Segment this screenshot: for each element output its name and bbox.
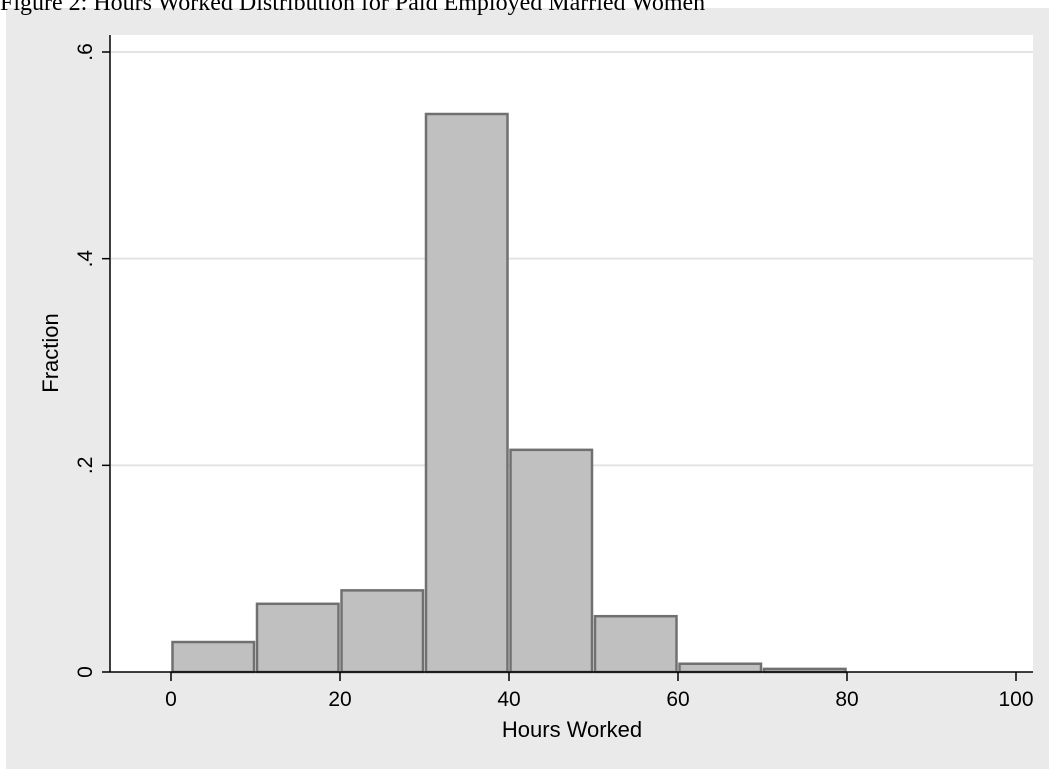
histogram-bars	[171, 112, 847, 674]
y-tick-label: .6	[74, 43, 97, 61]
x-tick-label: 20	[328, 688, 351, 711]
figure-title: Figure 2: Hours Worked Distribution for …	[0, 0, 706, 16]
x-tick-label: 80	[835, 688, 858, 711]
y-axis: 0 .2 .4 .6	[74, 35, 111, 678]
y-tick-label: .4	[74, 250, 97, 268]
histogram-bar	[593, 614, 678, 674]
y-tick-label: 0	[74, 666, 97, 678]
x-axis-title: Hours Worked	[502, 717, 642, 742]
histogram-bar	[171, 640, 256, 674]
histogram-bar	[255, 602, 340, 674]
y-axis-title: Fraction	[38, 313, 63, 392]
histogram-bar	[424, 112, 509, 674]
x-tick-label: 40	[497, 688, 520, 711]
histogram-bar	[678, 662, 763, 674]
x-tick-label: 100	[998, 688, 1033, 711]
x-tick-label: 60	[666, 688, 689, 711]
x-axis: 0 20 40 60 80 100	[110, 671, 1034, 711]
histogram-bar	[509, 448, 594, 674]
x-tick-label: 0	[165, 688, 177, 711]
y-tick-label: .2	[74, 457, 97, 475]
histogram-bar	[340, 589, 425, 674]
